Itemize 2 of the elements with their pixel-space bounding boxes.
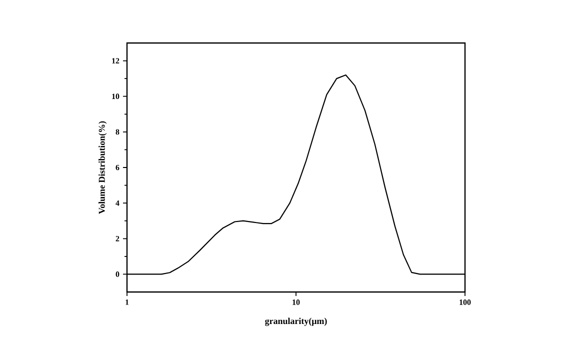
x-axis-title: granularity(μm) (265, 318, 327, 326)
y-axis-title: Volume Distribution(%) (98, 121, 107, 214)
